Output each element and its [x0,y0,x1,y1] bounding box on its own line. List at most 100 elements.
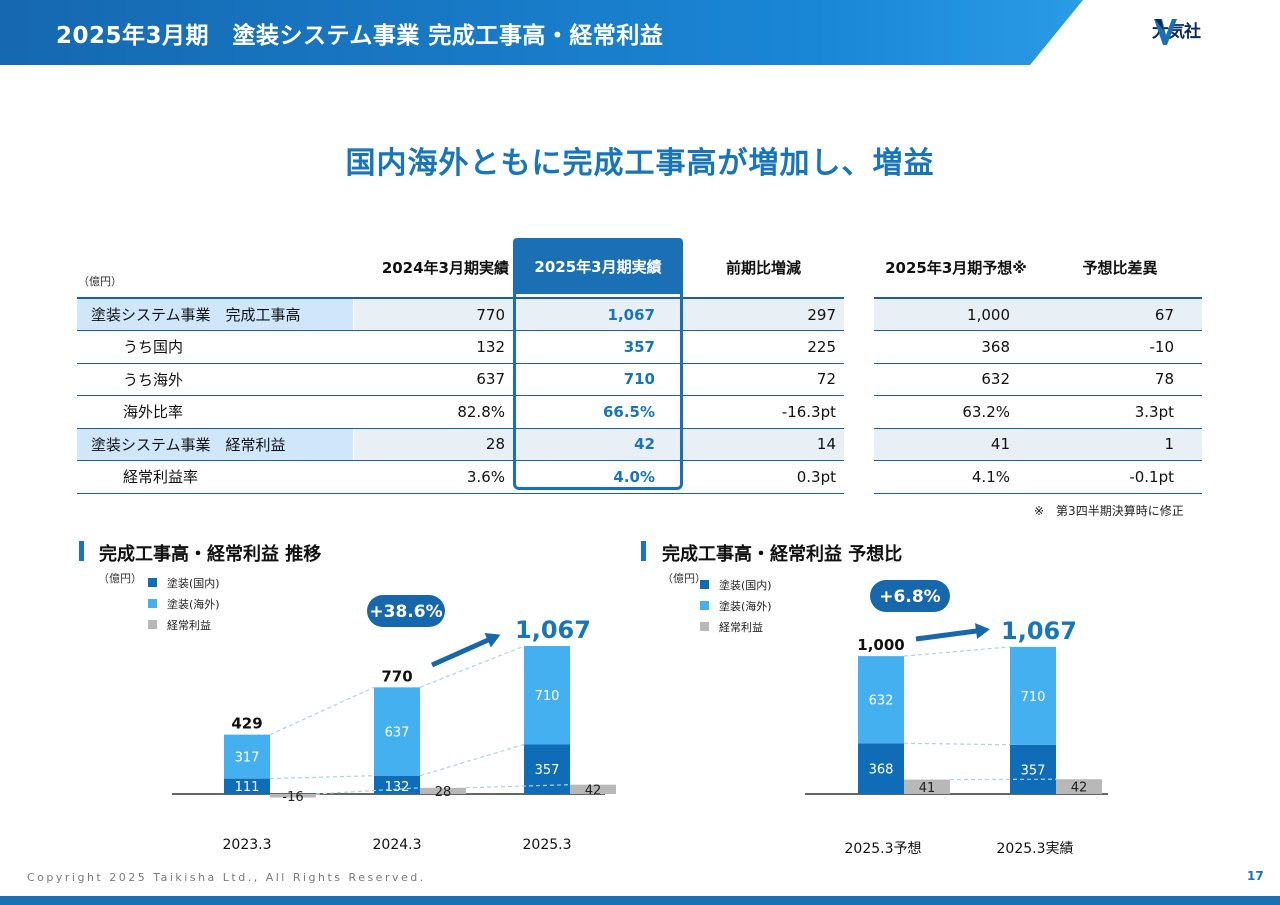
chart1-unit: （億円） [98,572,142,585]
legend-item-overseas: 塗装(海外) [700,595,772,616]
cell-diff: 72 [683,363,844,396]
bar-domestic [858,743,904,794]
cell-forecast: 1,000 [874,297,1038,331]
connector-total [903,646,1011,657]
table-row: 1,000 67 [874,297,1202,331]
bar-overseas [858,656,904,744]
bar-profit [420,787,466,794]
data-label-domestic: 111 [235,780,260,795]
forecast-table: 2025年3月期予想※ 予想比差異 1,000 67 368 -10 632 7… [874,238,1202,494]
category-label: 2024.3 [373,837,422,853]
table-row: 4.1% -0.1pt [874,460,1202,494]
cell-prev: 637 [353,363,513,396]
table-row: 41 1 [874,428,1202,461]
row-label: 塗装システム事業 経常利益 [77,428,354,461]
data-label-domestic: 357 [535,763,560,778]
cell-curr: 66.5% [513,395,683,429]
data-label-overseas: 710 [535,689,560,704]
table-row: 塗装システム事業 経常利益 28 42 14 [77,428,844,461]
legend-swatch [148,599,157,608]
cell-forecast-diff: -10 [1038,330,1202,364]
cell-forecast-diff: 1 [1038,428,1202,461]
data-label-domestic: 132 [385,780,410,795]
chart2-legend: 塗装(国内) 塗装(海外) 経常利益 [700,574,772,637]
row-label: 海外比率 [77,395,353,429]
legend-item-domestic: 塗装(国内) [148,572,220,593]
table-row: 63.2% 3.3pt [874,395,1202,429]
data-label-profit: -16 [282,790,303,805]
table-footnote: ※ 第3四半期決算時に修正 [1034,504,1184,518]
connector-profit [465,784,571,789]
bar-profit [904,779,950,794]
cell-forecast-diff: -0.1pt [1038,460,1202,494]
table-unit-label: （億円） [78,275,122,288]
table-header-forecast-diff: 予想比差異 [1082,259,1158,277]
results-table: 2024年3月期実績 前期比増減 塗装システム事業 完成工事高 770 1,06… [77,238,844,494]
chart2-svg: 368 632 41 1,000 2025.3予想 357 710 42 1,067 2025.3… [805,580,1108,857]
bar-domestic [1010,744,1056,794]
category-label: 2023.3 [223,837,272,853]
legend-item-overseas: 塗装(海外) [148,593,220,614]
chart1-svg: 111 317 -16 429 2023.3 132 637 28 770 2024.3 357 71… [172,595,616,853]
legend-item-domestic: 塗装(国内) [700,574,772,595]
table-header-curr: 2025年3月期実績 [513,238,683,294]
category-label: 2025.3 [523,837,572,853]
cell-forecast: 632 [874,363,1038,396]
bar-profit [1056,779,1102,794]
cell-prev: 132 [353,330,513,364]
cell-curr: 357 [513,330,683,364]
header-banner: 2025年3月期 塗装システム事業 完成工事高・経常利益 大気社 [0,0,1280,65]
cell-diff: 297 [683,297,844,331]
cell-curr: 1,067 [513,297,683,331]
data-label-domestic: 357 [1021,763,1046,778]
cell-diff: 14 [683,428,844,461]
legend-label: 塗装(海外) [719,599,772,613]
table-header-diff: 前期比増減 [725,259,801,277]
chart2-unit: （億円） [662,572,706,585]
category-label: 2025.3予想 [845,841,922,857]
data-label-total: 1,000 [857,636,904,654]
bar-profit [570,784,616,794]
cell-forecast: 63.2% [874,395,1038,429]
headline: 国内海外ともに完成工事高が増加し、増益 [345,146,935,181]
bar-profit [270,794,316,798]
legend-swatch [148,578,157,587]
growth-badge [870,580,950,612]
cell-forecast-diff: 67 [1038,297,1202,331]
legend-swatch [700,622,709,631]
cell-forecast: 4.1% [874,460,1038,494]
cell-prev: 770 [353,297,513,331]
chart1-legend: 塗装(国内) 塗装(海外) 経常利益 [148,572,220,635]
data-label-profit: 42 [1071,781,1088,796]
cell-diff: 0.3pt [683,460,844,494]
connector-total [419,645,525,688]
table-row: うち国内 132 357 225 [77,330,844,364]
data-label-overseas: 317 [235,751,260,766]
growth-arrow-shaft [915,627,985,642]
table-row: 368 -10 [874,330,1202,364]
legend-label: 経常利益 [167,618,211,632]
growth-badge [367,595,445,627]
cell-curr: 42 [513,428,683,461]
data-label-total: 770 [381,667,412,685]
data-label-overseas: 637 [385,726,410,741]
header-background [0,0,1083,65]
connector-domestic [419,743,525,777]
table-row: 塗装システム事業 完成工事高 770 1,067 297 [77,297,844,331]
chart1-title: 完成工事高・経常利益 推移 [99,544,322,565]
legend-label: 塗装(国内) [167,576,220,590]
legend-label: 塗装(海外) [167,597,220,611]
bar-overseas [1010,646,1056,745]
footer-bar [0,896,1280,905]
company-logo: 大気社 [1152,17,1201,45]
table-row: 経常利益率 3.6% 4.0% 0.3pt [77,460,844,494]
row-label: 経常利益率 [77,460,353,494]
data-label-overseas: 632 [869,694,894,709]
table-row: 海外比率 82.8% 66.5% -16.3pt [77,395,844,429]
table-row: うち海外 637 710 72 [77,363,844,396]
data-label-total: 429 [231,715,262,733]
growth-label: +6.8% [879,587,940,607]
cell-prev: 3.6% [353,460,513,494]
cell-forecast: 368 [874,330,1038,364]
cell-forecast-diff: 3.3pt [1038,395,1202,429]
